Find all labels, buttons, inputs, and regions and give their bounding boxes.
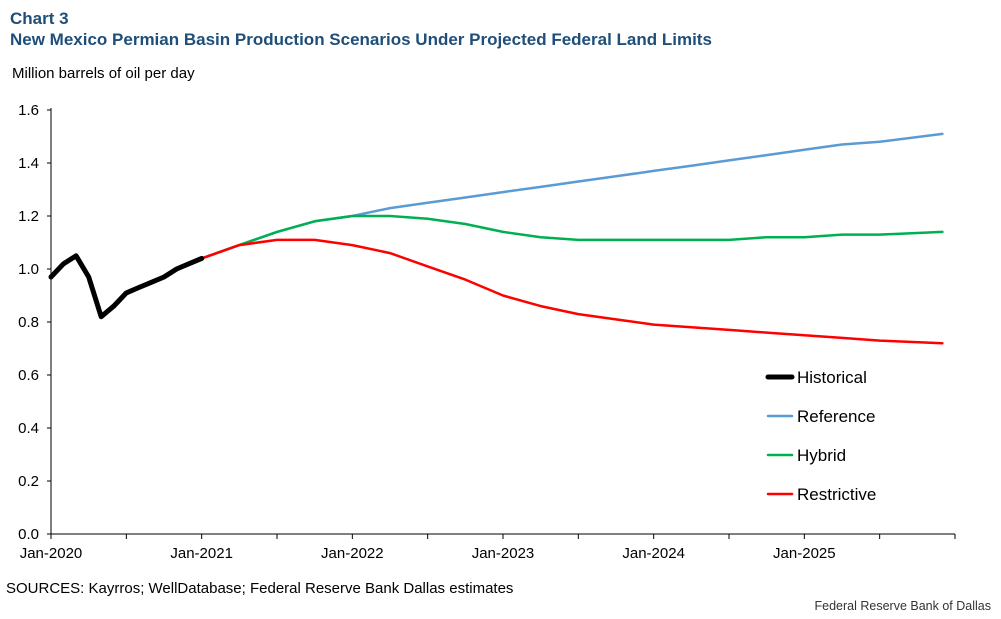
y-tick-label: 0.4 (18, 420, 39, 437)
y-tick-label: 1.2 (18, 208, 39, 225)
y-tick-label: 1.4 (18, 155, 39, 172)
axes: 0.0 0.2 0.4 0.6 0.8 1.0 1.2 1.4 1.6 Jan-2020 Jan-2… (18, 102, 956, 562)
y-tick-label: 0.8 (18, 314, 39, 331)
y-tick-label: 1.6 (18, 102, 39, 119)
legend-label-reference: Reference (797, 407, 875, 426)
x-tick-label: Jan-2023 (472, 545, 535, 562)
x-tick-label: Jan-2024 (622, 545, 685, 562)
chart-title: New Mexico Permian Basin Production Scen… (10, 30, 712, 49)
series-line-hybrid (200, 214, 944, 260)
series-line-restrictive (200, 238, 944, 345)
legend: Historical Reference Hybrid Restrictive (765, 368, 876, 504)
chart-number: Chart 3 (10, 9, 69, 28)
x-tick-label: Jan-2025 (773, 545, 836, 562)
credit-note: Federal Reserve Bank of Dallas (814, 599, 991, 613)
legend-label-hybrid: Hybrid (797, 446, 846, 465)
x-tick-label: Jan-2022 (321, 545, 384, 562)
legend-label-restrictive: Restrictive (797, 485, 876, 504)
y-tick-label: 0.2 (18, 473, 39, 490)
title-block: Chart 3 New Mexico Permian Basin Product… (10, 8, 712, 50)
y-tick-label: 0.6 (18, 367, 39, 384)
x-tick-label: Jan-2021 (170, 545, 233, 562)
y-tick-label: 1.0 (18, 261, 39, 278)
sources-note: SOURCES: Kayrros; WellDatabase; Federal … (6, 580, 514, 597)
x-tick-label: Jan-2020 (20, 545, 83, 562)
legend-label-historical: Historical (797, 368, 867, 387)
y-axis-label: Million barrels of oil per day (12, 65, 195, 82)
series-lines (48, 132, 944, 345)
series-line-historical (48, 253, 205, 320)
y-tick-label: 0.0 (18, 526, 39, 543)
